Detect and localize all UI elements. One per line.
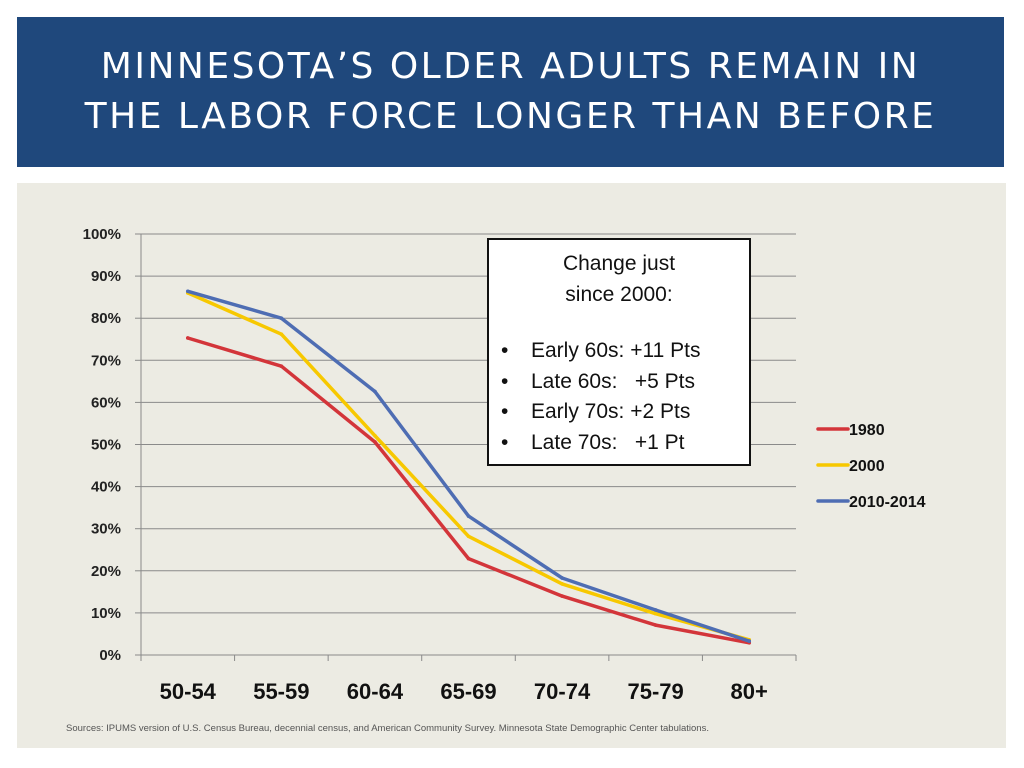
data-point: [560, 582, 564, 586]
data-point: [653, 611, 658, 616]
x-tick-label: 55-59: [253, 679, 309, 704]
data-point: [466, 534, 471, 539]
annotation-list: Early 60s: +11 Pts Late 60s: +5 Pts Earl…: [489, 336, 749, 458]
source-note: Sources: IPUMS version of U.S. Census Bu…: [66, 723, 709, 734]
y-tick-label: 40%: [91, 479, 121, 496]
data-point: [373, 389, 377, 394]
data-point: [653, 623, 658, 627]
data-point: [560, 594, 564, 598]
annotation-item: Late 60s: +5 Pts: [501, 367, 749, 398]
annotation-title-line-1: Change just: [562, 252, 676, 275]
y-tick-label: 70%: [91, 352, 121, 369]
annotation-box: Change just since 2000: Early 60s: +11 P…: [487, 238, 751, 466]
y-tick-label: 30%: [91, 521, 121, 538]
y-tick-label: 100%: [83, 226, 121, 243]
y-tick-label: 0%: [99, 647, 121, 664]
y-tick-label: 80%: [91, 310, 121, 327]
x-tick-label: 75-79: [628, 679, 684, 704]
annotation-item: Early 60s: +11 Pts: [501, 336, 749, 367]
data-point: [373, 440, 377, 444]
data-point: [466, 556, 471, 561]
data-point: [279, 364, 284, 368]
data-point: [373, 433, 377, 438]
page-title-line-1: MINNESOTA’S OLDER ADULTS REMAIN IN: [100, 46, 921, 87]
title-banner: MINNESOTA’S OLDER ADULTS REMAIN IN THE L…: [17, 17, 1004, 167]
annotation-title: Change just since 2000:: [489, 248, 749, 310]
legend-label: 1980: [849, 422, 885, 439]
data-point: [279, 332, 284, 336]
data-point: [185, 336, 190, 340]
data-point: [747, 639, 752, 643]
x-tick-label: 65-69: [440, 679, 496, 704]
y-tick-label: 10%: [91, 605, 121, 622]
x-tick-label: 70-74: [534, 679, 591, 704]
y-tick-label: 20%: [91, 563, 121, 580]
y-tick-label: 50%: [91, 437, 121, 454]
data-point: [653, 608, 658, 612]
annotation-item: Late 70s: +1 Pt: [501, 428, 749, 459]
y-tick-label: 90%: [91, 268, 121, 285]
data-point: [279, 316, 284, 321]
annotation-item: Early 70s: +2 Pts: [501, 397, 749, 428]
x-tick-label: 80+: [731, 679, 768, 704]
data-point: [560, 576, 564, 580]
data-point: [185, 289, 190, 294]
page-title-line-2: THE LABOR FORCE LONGER THAN BEFORE: [84, 96, 937, 137]
legend-label: 2000: [849, 458, 885, 475]
annotation-title-line-2: since 2000:: [565, 283, 673, 306]
x-tick-label: 50-54: [160, 679, 217, 704]
x-tick-label: 60-64: [347, 679, 404, 704]
legend-label: 2010-2014: [849, 494, 926, 511]
data-point: [466, 514, 471, 518]
y-tick-label: 60%: [91, 394, 121, 411]
